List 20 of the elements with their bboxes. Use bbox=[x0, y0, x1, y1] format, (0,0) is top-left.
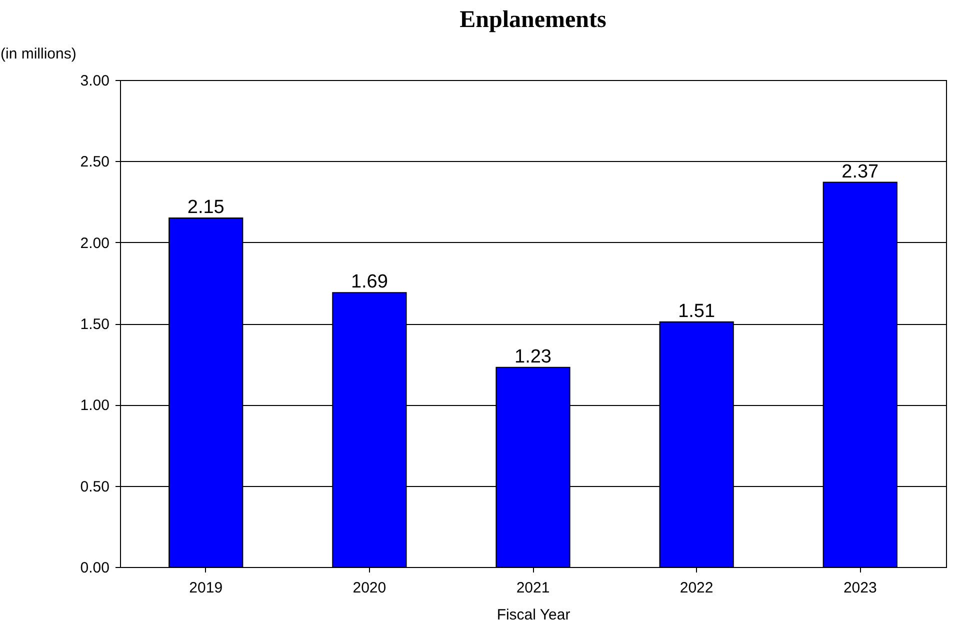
y-axis-title: (in millions) bbox=[0, 46, 76, 62]
chart-title: Enplanements bbox=[460, 7, 606, 33]
y-tick-label: 0.50 bbox=[80, 478, 110, 496]
data-label: 2.15 bbox=[187, 196, 224, 218]
y-tick-label: 2.50 bbox=[80, 154, 110, 171]
x-tick-label: 2022 bbox=[680, 580, 714, 596]
data-label: 1.69 bbox=[350, 272, 388, 293]
x-tick-label: 2019 bbox=[189, 580, 223, 596]
data-label: 2.37 bbox=[842, 161, 879, 182]
y-tick-label: 1.00 bbox=[80, 397, 110, 414]
y-tick-label: 1.50 bbox=[80, 316, 110, 333]
x-tick-label: 2020 bbox=[352, 580, 386, 596]
x-tick-label: 2023 bbox=[843, 580, 877, 596]
y-tick-label: 2.00 bbox=[80, 234, 110, 252]
y-tick-label: 0.00 bbox=[80, 560, 110, 576]
y-tick-label: 3.00 bbox=[80, 72, 110, 90]
x-axis-title: Fiscal Year bbox=[496, 606, 570, 624]
data-label: 1.51 bbox=[678, 300, 716, 322]
x-tick-label: 2021 bbox=[516, 580, 550, 596]
data-label: 1.23 bbox=[514, 346, 552, 368]
